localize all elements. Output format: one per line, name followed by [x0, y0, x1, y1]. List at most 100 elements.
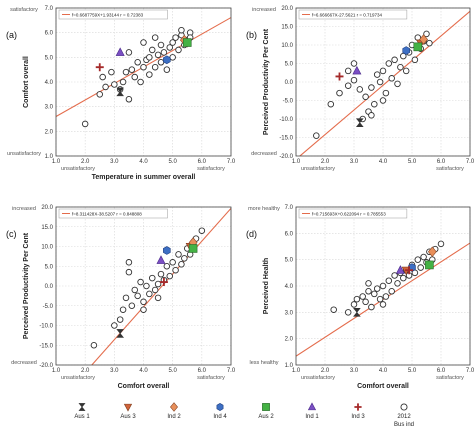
point-2012 — [163, 262, 171, 270]
marker-ind1 — [395, 265, 405, 274]
point-2012 — [151, 34, 159, 41]
point-2012 — [379, 67, 387, 75]
y-tick-label: 10.0 — [41, 245, 53, 251]
point-2012 — [169, 54, 176, 61]
point-2012 — [373, 71, 381, 78]
point-2012 — [365, 288, 372, 295]
point-2012 — [157, 41, 165, 49]
point-2012 — [327, 100, 335, 108]
legend-item-aus1: Aus 1 — [74, 403, 90, 420]
y-tick-label: -5.0 — [43, 304, 54, 310]
point-2012 — [359, 293, 366, 300]
point-2012 — [376, 78, 384, 86]
marker-ind2 — [419, 34, 428, 45]
point-2012 — [402, 67, 410, 75]
point-2012 — [140, 306, 147, 313]
x-low-label: unsatisfactory — [61, 375, 95, 381]
fit-label-box: f=0.715693X+0.622094 r = 0.785553 — [298, 208, 408, 219]
y-low-label: decreased — [251, 151, 277, 157]
point-2012 — [417, 264, 424, 271]
x-tick-label: 1.0 — [52, 368, 61, 374]
point-2012 — [379, 282, 387, 290]
y-tick-label: -20.0 — [39, 363, 53, 369]
point-2012 — [140, 298, 147, 306]
y-tick-label: 2.0 — [285, 337, 294, 343]
y-axis-title: Perceived Productivity Per Cent — [23, 232, 30, 339]
point-2012 — [420, 253, 427, 261]
point-2012 — [175, 251, 182, 258]
fit-equation: f=6.666667X-27.5621 r = 0.719734 — [312, 12, 383, 17]
x-tick-label: 4.0 — [139, 368, 148, 374]
x-tick-label: 6.0 — [437, 159, 446, 165]
legend-footer: Bus ind — [394, 422, 414, 428]
y-axis-title: Perceived Health — [263, 258, 270, 314]
x-low-label: unsatisfactory — [301, 166, 335, 172]
x-high-label: satisfactory — [197, 166, 225, 172]
marker-aus1 — [355, 118, 364, 127]
point-2012 — [371, 290, 378, 298]
point-2012 — [166, 272, 174, 280]
x-tick-label: 1.0 — [52, 159, 61, 165]
y-tick-label: 15.0 — [41, 225, 53, 231]
y-tick-label: 7.0 — [45, 6, 54, 12]
point-2012 — [81, 120, 89, 128]
point-2012 — [411, 56, 419, 64]
x-tick-label: 5.0 — [408, 159, 417, 165]
y-low-label: decreased — [11, 360, 37, 366]
y-low-label: unsatisfactory — [7, 151, 41, 157]
x-high-label: satisfactory — [197, 375, 225, 381]
legend-symbol-ind1 — [307, 402, 317, 411]
point-2012 — [350, 60, 358, 67]
y-tick-label: -5.0 — [283, 99, 294, 105]
point-2012 — [146, 290, 153, 298]
y-high-label: increased — [12, 206, 36, 212]
x-tick-label: 2.0 — [321, 159, 330, 165]
point-2012 — [154, 294, 162, 302]
x-tick-label: 3.0 — [350, 159, 359, 165]
fit-label-box: f=0.6687759X+1.93144 r = 0.72383 — [58, 9, 168, 20]
x-low-label: unsatisfactory — [61, 166, 95, 172]
fit-line — [299, 10, 470, 156]
marker-ind4 — [163, 55, 171, 65]
point-2012 — [344, 67, 352, 75]
x-tick-label: 7.0 — [466, 368, 474, 374]
point-2012 — [169, 259, 176, 266]
legend-symbol-ind4 — [216, 403, 224, 411]
marker-aus1 — [116, 87, 124, 97]
point-2012 — [146, 54, 153, 61]
point-2012 — [166, 44, 174, 51]
point-2012 — [163, 66, 171, 73]
marker-ind3 — [159, 278, 168, 287]
x-low-label: unsatisfactory — [301, 375, 335, 381]
panel-label: (c) — [6, 229, 17, 239]
plot-frame — [295, 206, 471, 366]
fit-label-box: f=6.666667X-27.5621 r = 0.719734 — [298, 9, 408, 20]
point-2012 — [400, 52, 407, 60]
y-tick-label: 4.0 — [285, 284, 294, 290]
y-tick-label: -15.0 — [279, 136, 293, 142]
y-axis-title: Perceived Productivity Per Cent — [263, 28, 270, 135]
point-2012 — [362, 298, 369, 306]
panel-label: (d) — [246, 229, 257, 239]
point-2012 — [172, 266, 179, 274]
marker-ind1 — [352, 65, 362, 75]
point-2012 — [382, 89, 390, 97]
point-2012 — [350, 301, 358, 308]
point-2012 — [388, 75, 395, 82]
point-2012 — [134, 292, 141, 300]
plot-frame — [295, 7, 471, 157]
point-2012 — [122, 294, 130, 302]
marker-ind3 — [335, 72, 344, 81]
point-2012 — [400, 274, 407, 282]
legend-item-y2012: 2012 — [397, 403, 411, 420]
y-tick-label: 0.0 — [45, 284, 54, 290]
legend-label: Aus 2 — [258, 414, 274, 420]
panel-1: f=0.6687759X+1.93144 r = 0.72383 1.0 2.0 3.… — [6, 6, 236, 181]
y-tick-label: 6.0 — [45, 31, 54, 37]
point-2012 — [90, 341, 98, 349]
point-2012 — [330, 306, 337, 313]
x-tick-label: 2.0 — [81, 368, 90, 374]
y-tick-label: 5.0 — [285, 62, 294, 68]
y-tick-label: 3.0 — [45, 105, 54, 111]
